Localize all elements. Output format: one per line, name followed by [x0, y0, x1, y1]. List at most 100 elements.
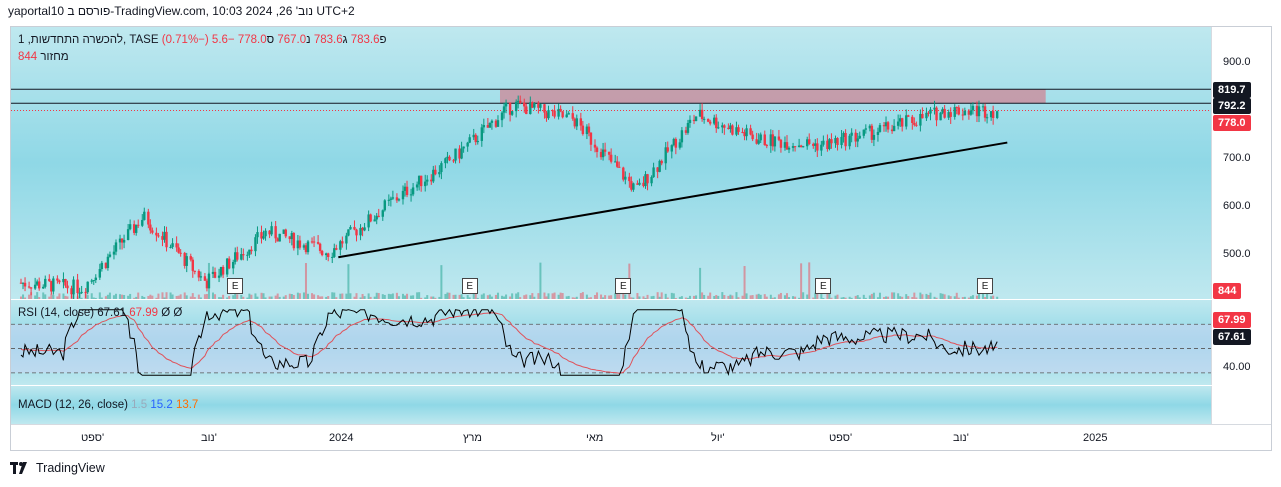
candle-body	[806, 139, 809, 147]
volume-bar	[298, 293, 301, 299]
volume-bar	[868, 295, 871, 299]
volume-bar	[84, 292, 87, 299]
tradingview-logo[interactable]: TradingView	[10, 461, 105, 475]
candle-body	[723, 125, 726, 128]
volume-bar	[941, 293, 944, 299]
candle-body	[177, 247, 180, 253]
price-chart[interactable]	[11, 27, 1211, 301]
candle-body	[785, 142, 789, 150]
candle-body	[603, 149, 607, 152]
candle-body	[573, 118, 576, 127]
candle-body	[884, 122, 888, 127]
candle-body	[345, 235, 348, 244]
volume-bar	[50, 293, 53, 299]
candle-body	[836, 138, 839, 146]
candle-body	[656, 167, 659, 172]
volume-bar	[361, 293, 364, 299]
candle-body	[112, 251, 116, 255]
candle-body	[185, 256, 188, 266]
candle-body	[892, 125, 896, 132]
candle-body	[599, 151, 603, 158]
volume-bar	[501, 295, 504, 299]
volume-bar	[387, 293, 390, 299]
volume-bar	[151, 295, 154, 299]
volume-bar	[381, 294, 384, 299]
candle-body	[729, 125, 732, 129]
volume-bar	[802, 292, 805, 299]
candle-body	[680, 130, 684, 143]
macd-pane[interactable]	[11, 386, 1211, 424]
volume-bar	[891, 292, 894, 299]
volume-bar	[296, 292, 299, 299]
volume-bar	[448, 292, 451, 299]
volume-bar	[446, 292, 449, 299]
volume-bar	[919, 292, 922, 299]
candle-body	[205, 280, 209, 289]
candle-body	[193, 270, 197, 272]
volume-bar	[600, 294, 603, 299]
candle-body	[165, 231, 168, 248]
rsi-chart[interactable]	[11, 300, 1211, 385]
time-axis[interactable]	[11, 424, 1271, 450]
volume-bar	[808, 262, 811, 299]
volume-bar	[850, 297, 853, 299]
candle-body	[834, 138, 837, 144]
volume-bar	[872, 292, 875, 299]
volume-bar	[939, 293, 942, 299]
candle-body	[941, 108, 944, 113]
candle-body	[270, 226, 273, 235]
candle-body	[636, 183, 639, 185]
volume-bar	[933, 296, 936, 299]
volume-bar	[581, 292, 584, 299]
volume-bar	[844, 297, 847, 299]
volume-bar	[147, 296, 150, 299]
macd-axis[interactable]	[1211, 386, 1271, 424]
earnings-marker[interactable]: E	[461, 278, 478, 294]
earnings-marker[interactable]: E	[977, 278, 994, 294]
candle-body	[240, 254, 243, 260]
volume-bar	[864, 297, 867, 299]
candle-body	[763, 134, 766, 146]
volume-bar	[650, 296, 653, 299]
volume-bar	[121, 294, 124, 299]
volume-bar	[432, 296, 435, 299]
earnings-marker[interactable]: E	[227, 278, 244, 294]
candle-body	[462, 146, 465, 149]
volume-bar	[953, 296, 956, 299]
earnings-marker[interactable]: E	[815, 278, 832, 294]
volume-bar	[885, 296, 888, 299]
volume-bar	[814, 292, 817, 299]
volume-bar	[246, 297, 249, 299]
volume-bar	[638, 296, 641, 299]
candle-body	[23, 282, 27, 287]
price-tick: 900.0	[1223, 56, 1251, 68]
time-axis-label: ספט'	[829, 432, 853, 444]
volume-bar	[927, 294, 930, 299]
volume-bar	[828, 293, 831, 299]
price-axis[interactable]	[1211, 27, 1271, 299]
candle-body	[516, 100, 520, 102]
volume-bar	[30, 292, 33, 299]
candle-body	[672, 138, 676, 146]
volume-bar	[401, 293, 404, 299]
rsi-pane[interactable]	[11, 300, 1211, 385]
volume-bar	[254, 293, 257, 299]
volume-bar	[992, 295, 995, 299]
candle-body	[70, 288, 73, 295]
candle-body	[169, 246, 172, 248]
chart-frame[interactable]: ספט' נוב' 2024 מרץ מאי יול' ספט' נוב' 2025 1 ,לה…	[10, 26, 1272, 451]
candle-body	[488, 122, 492, 128]
candle-body	[953, 107, 956, 117]
volume-bar	[169, 292, 172, 299]
price-pane[interactable]	[11, 27, 1211, 301]
volume-bar	[723, 295, 726, 299]
volume-bar	[444, 293, 447, 299]
volume-bar	[302, 292, 305, 299]
volume-bar	[232, 295, 235, 299]
candle-body	[163, 231, 166, 240]
earnings-marker[interactable]: E	[615, 278, 632, 294]
candle-body	[743, 132, 746, 137]
candle-body	[454, 148, 457, 161]
candle-body	[949, 112, 952, 117]
volume-bar	[424, 297, 427, 299]
